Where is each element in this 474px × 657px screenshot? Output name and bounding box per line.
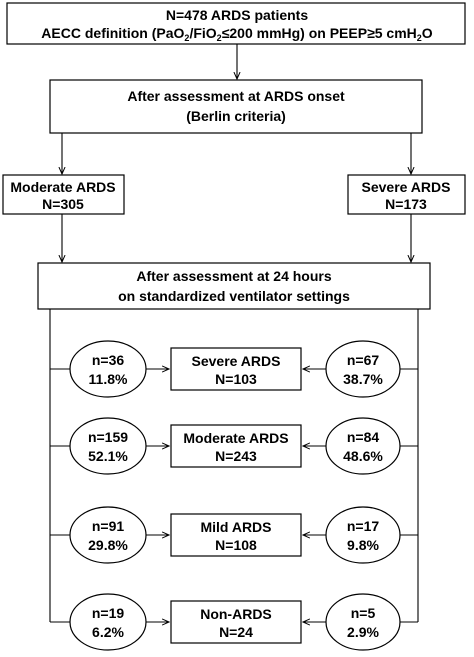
outcome-row: n=91 29.8% n=17 9.8% Mild ARDS N=108 [50, 506, 418, 564]
total-patients-box: N=478 ARDS patients AECC definition (PaO… [6, 2, 466, 45]
outcome-category-label: Severe ARDS [192, 353, 281, 369]
left-count-ellipse [69, 593, 147, 651]
left-count-ellipse [69, 340, 147, 398]
onset-assessment-box: After assessment at ARDS onset (Berlin c… [49, 79, 423, 134]
onset-assessment-label: After assessment at ARDS onset [127, 88, 345, 104]
right-count-percent: 2.9% [347, 624, 379, 640]
left-count-n: n=36 [92, 352, 125, 368]
connectors [49, 44, 419, 622]
24h-assessment-label: After assessment at 24 hours [136, 268, 332, 284]
severe-onset-count: N=173 [385, 196, 427, 212]
outcome-category-label: Non-ARDS [200, 606, 272, 622]
severe-onset-label: Severe ARDS [362, 179, 451, 195]
outcome-category-box [170, 424, 302, 468]
right-count-percent: 48.6% [343, 448, 383, 464]
left-count-n: n=159 [88, 429, 128, 445]
berlin-criteria-label: (Berlin criteria) [186, 108, 286, 124]
moderate-onset-label: Moderate ARDS [10, 179, 115, 195]
outcome-category-total: N=24 [219, 624, 253, 640]
outcome-category-total: N=243 [215, 448, 257, 464]
outcome-category-box [170, 600, 302, 644]
outcome-row: n=36 11.8% n=67 38.7% Severe ARDS N=103 [50, 340, 418, 398]
24h-assessment-box: After assessment at 24 hours on standard… [37, 262, 431, 310]
ventilator-settings-label: on standardized ventilator settings [118, 288, 350, 304]
right-count-percent: 38.7% [343, 371, 383, 387]
left-count-percent: 52.1% [88, 448, 128, 464]
outcome-rows: n=36 11.8% n=67 38.7% Severe ARDS N=103 n=159 5… [50, 340, 418, 651]
right-count-percent: 9.8% [347, 537, 379, 553]
aecc-definition-label: AECC definition (PaO2/FiO2≤200 mmHg) on … [41, 25, 433, 43]
outcome-row: n=19 6.2% n=5 2.9% Non-ARDS N=24 [50, 593, 418, 651]
outcome-category-label: Mild ARDS [200, 519, 271, 535]
outcome-category-total: N=108 [215, 537, 257, 553]
outcome-category-box [170, 347, 302, 391]
outcome-category-box [170, 513, 302, 557]
left-count-ellipse [69, 506, 147, 564]
left-count-percent: 11.8% [89, 371, 128, 387]
left-count-n: n=19 [92, 605, 125, 621]
outcome-row: n=159 52.1% n=84 48.6% Moderate ARDS N=243 [50, 417, 418, 475]
right-count-ellipse [325, 340, 401, 398]
outcome-category-label: Moderate ARDS [183, 430, 288, 446]
right-count-n: n=17 [347, 518, 380, 534]
right-count-ellipse [325, 593, 401, 651]
left-count-n: n=91 [92, 518, 125, 534]
moderate-ards-onset-box: Moderate ARDS N=305 [2, 174, 125, 215]
left-count-percent: 6.2% [92, 624, 124, 640]
left-count-ellipse [69, 417, 147, 475]
moderate-onset-count: N=305 [42, 196, 84, 212]
right-count-n: n=84 [347, 429, 380, 445]
severe-ards-onset-box: Severe ARDS N=173 [347, 174, 466, 215]
right-count-n: n=67 [347, 352, 380, 368]
total-patients-label: N=478 ARDS patients [166, 7, 308, 23]
right-count-ellipse [325, 417, 401, 475]
left-count-percent: 29.8% [88, 537, 128, 553]
right-count-ellipse [325, 506, 401, 564]
right-count-n: n=5 [351, 605, 376, 621]
outcome-category-total: N=103 [215, 371, 257, 387]
